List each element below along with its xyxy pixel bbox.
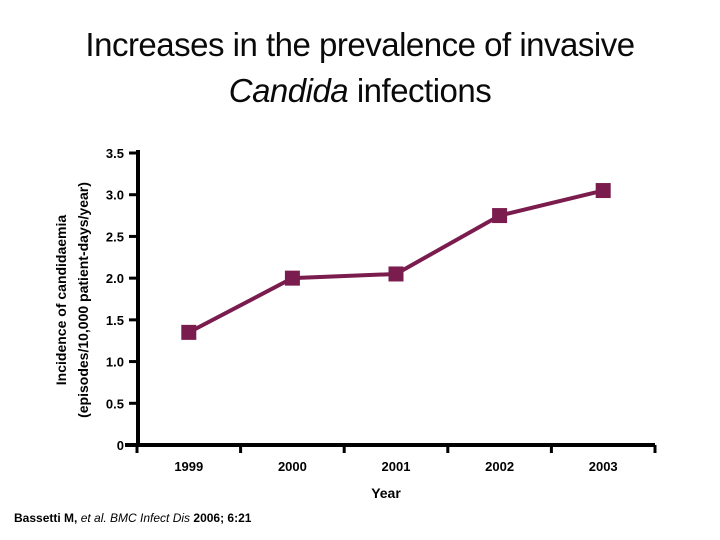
title-line-2: Candida infections [0,68,720,114]
y-tick-label: 1.0 [106,355,124,370]
x-tick-label: 1999 [174,459,203,474]
x-tick-label: 2002 [485,459,514,474]
y-tick-label: 2.5 [106,229,124,244]
y-tick-label: 0 [117,438,124,453]
x-tick-label: 2000 [278,459,307,474]
page-title: Increases in the prevalence of invasive … [0,22,720,114]
data-point-marker [492,208,508,224]
citation-journal: et al. BMC Infect Dis [80,511,194,525]
y-tick-label: 3.5 [106,146,124,161]
y-tick-label: 1.5 [106,313,124,328]
data-point-marker [595,183,611,199]
y-tick-label: 2.0 [106,271,124,286]
data-point-marker [388,266,404,282]
data-point-marker [181,324,197,340]
trend-line [187,188,604,335]
title-line-2-rest: infections [348,72,492,109]
x-tick-label: 2003 [589,459,618,474]
citation-ref: 2006; 6:21 [193,511,252,525]
x-tick-label: 2001 [382,459,411,474]
y-tick-label: 0.5 [106,396,124,411]
x-axis-title: Year [371,485,401,501]
citation-authors: Bassetti M, [14,511,81,525]
title-line-1: Increases in the prevalence of invasive [85,26,635,63]
data-point-marker [284,270,300,286]
title-candida-italic: Candida [228,72,349,109]
y-tick-label: 3.0 [106,188,124,203]
citation: Bassetti M, et al. BMC Infect Dis 2006; … [14,511,251,525]
